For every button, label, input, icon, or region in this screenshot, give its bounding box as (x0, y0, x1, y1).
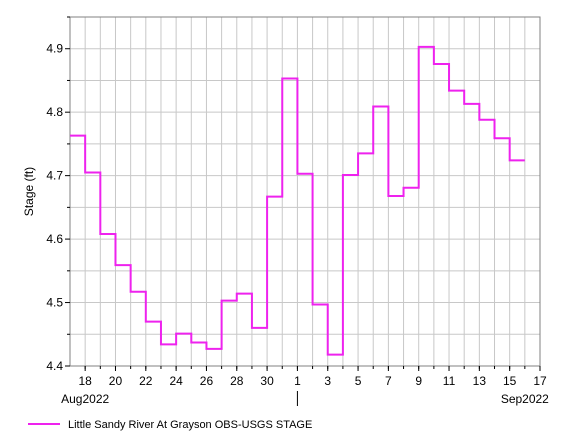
x-tick-label: 24 (169, 374, 183, 388)
y-tick-label: 4.4 (46, 359, 63, 373)
x-tick-label: 3 (324, 374, 331, 388)
y-axis-title: Stage (ft) (22, 167, 36, 216)
plot-background (70, 17, 540, 366)
x-tick-label: 5 (355, 374, 362, 388)
axis-layer (65, 16, 541, 406)
x-tick-label: 28 (230, 374, 244, 388)
x-tick-label: 11 (443, 374, 456, 388)
y-tick-label: 4.9 (46, 42, 63, 56)
y-tick-label: 4.5 (46, 296, 63, 310)
x-tick-label: 1 (294, 374, 301, 388)
x-tick-label: 17 (533, 374, 547, 388)
y-tick-label: 4.7 (46, 169, 63, 183)
x-tick-label: 26 (200, 374, 214, 388)
x-tick-label: 18 (78, 374, 92, 388)
y-tick-label: 4.6 (46, 232, 63, 246)
label-layer: 4.44.54.64.74.84.918 20 22 24 26 28 30 1 3 5 7 9 11 1… (46, 42, 549, 406)
x-tick-label: 7 (385, 374, 392, 388)
y-tick-label: 4.8 (46, 105, 63, 119)
month-label: Sep2022 (501, 392, 549, 406)
plot-frame (69, 16, 541, 367)
x-tick-label: 22 (139, 374, 153, 388)
x-tick-label: 13 (473, 374, 487, 388)
legend-label: Little Sandy River At Grayson OBS-USGS S… (68, 419, 312, 431)
series-layer (70, 45, 525, 356)
x-tick-label: 9 (415, 374, 422, 388)
x-tick-label: 15 (503, 374, 517, 388)
x-tick-label: 30 (260, 374, 274, 388)
x-tick-label: 20 (109, 374, 123, 388)
series-line (70, 45, 525, 356)
month-label: Aug2022 (61, 392, 109, 406)
legend: Little Sandy River At Grayson OBS-USGS S… (28, 419, 312, 431)
